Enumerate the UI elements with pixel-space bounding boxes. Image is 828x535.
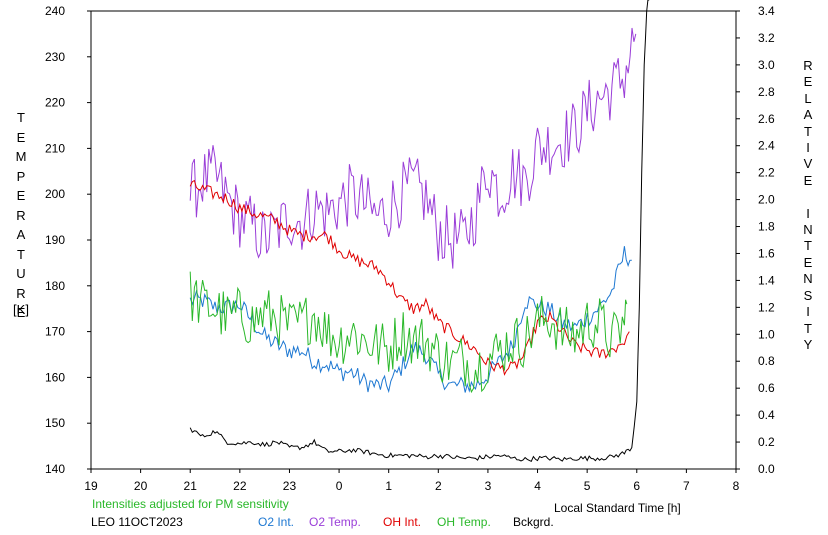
x-tick-label: 21 [184,479,198,493]
x-tick-label: 23 [283,479,297,493]
left-tick-label: 170 [45,325,65,339]
left-tick-label: 220 [45,96,65,110]
right-tick-label: 1.6 [758,246,775,260]
legend-bckgrd: Bckgrd. [513,515,554,529]
right-tick-label: 1.4 [758,273,775,287]
left-tick-label: 240 [45,4,65,18]
right-tick-label: 3.4 [758,4,775,18]
right-tick-label: 2.2 [758,166,775,180]
x-axis-title: Local Standard Time [h] [554,501,681,515]
left-tick-label: 200 [45,187,65,201]
x-tick-label: 1 [385,479,392,493]
legend-o2-int: O2 Int. [258,515,295,529]
right-tick-label: 0.0 [758,462,775,476]
x-tick-label: 0 [336,479,343,493]
right-tick-label: 2.0 [758,193,775,207]
right-tick-label: 0.2 [758,435,775,449]
x-tick-label: 8 [733,479,740,493]
right-tick-label: 0.4 [758,408,775,422]
right-tick-label: 3.2 [758,31,775,45]
left-tick-label: 210 [45,141,65,155]
left-tick-label: 230 [45,50,65,64]
x-tick-label: 22 [233,479,247,493]
x-tick-label: 7 [683,479,690,493]
series-line-oh-temp [189,271,628,394]
left-tick-label: 180 [45,279,65,293]
plot-frame [90,10,737,470]
right-axis-title: R E L A T I V E I N T E N S I T Y [803,58,813,352]
pm-sensitivity-note: Intensities adjusted for PM sensitivity [92,497,289,511]
right-tick-label: 2.6 [758,112,775,126]
left-axis-title: T E M P E R A T U R E [15,110,27,320]
right-tick-label: 2.4 [758,139,775,153]
left-tick-label: 190 [45,233,65,247]
right-tick-label: 2.8 [758,85,775,99]
x-tick-label: 20 [134,479,148,493]
x-tick-label: 5 [584,479,591,493]
legend-o2-temp: O2 Temp. [309,515,361,529]
x-tick-label: 19 [84,479,98,493]
left-tick-label: 160 [45,370,65,384]
x-tick-label: 3 [485,479,492,493]
right-tick-label: 1.8 [758,220,775,234]
x-tick-label: 4 [534,479,541,493]
left-axis-unit: [K] [13,302,29,317]
x-tick-label: 6 [633,479,640,493]
right-tick-label: 0.6 [758,381,775,395]
series-line-o2-temp [189,27,637,269]
series-line-bckgrd [189,0,650,462]
right-tick-label: 0.8 [758,354,775,368]
legend-oh-int: OH Int. [383,515,422,529]
right-tick-label: 1.0 [758,327,775,341]
series-line-oh-int [189,179,630,376]
legend-oh-temp: OH Temp. [437,515,491,529]
x-tick-label: 2 [435,479,442,493]
left-tick-label: 150 [45,416,65,430]
right-tick-label: 3.0 [758,58,775,72]
right-tick-label: 1.2 [758,300,775,314]
station-date: LEO 11OCT2023 [91,515,183,529]
left-tick-label: 140 [45,462,65,476]
